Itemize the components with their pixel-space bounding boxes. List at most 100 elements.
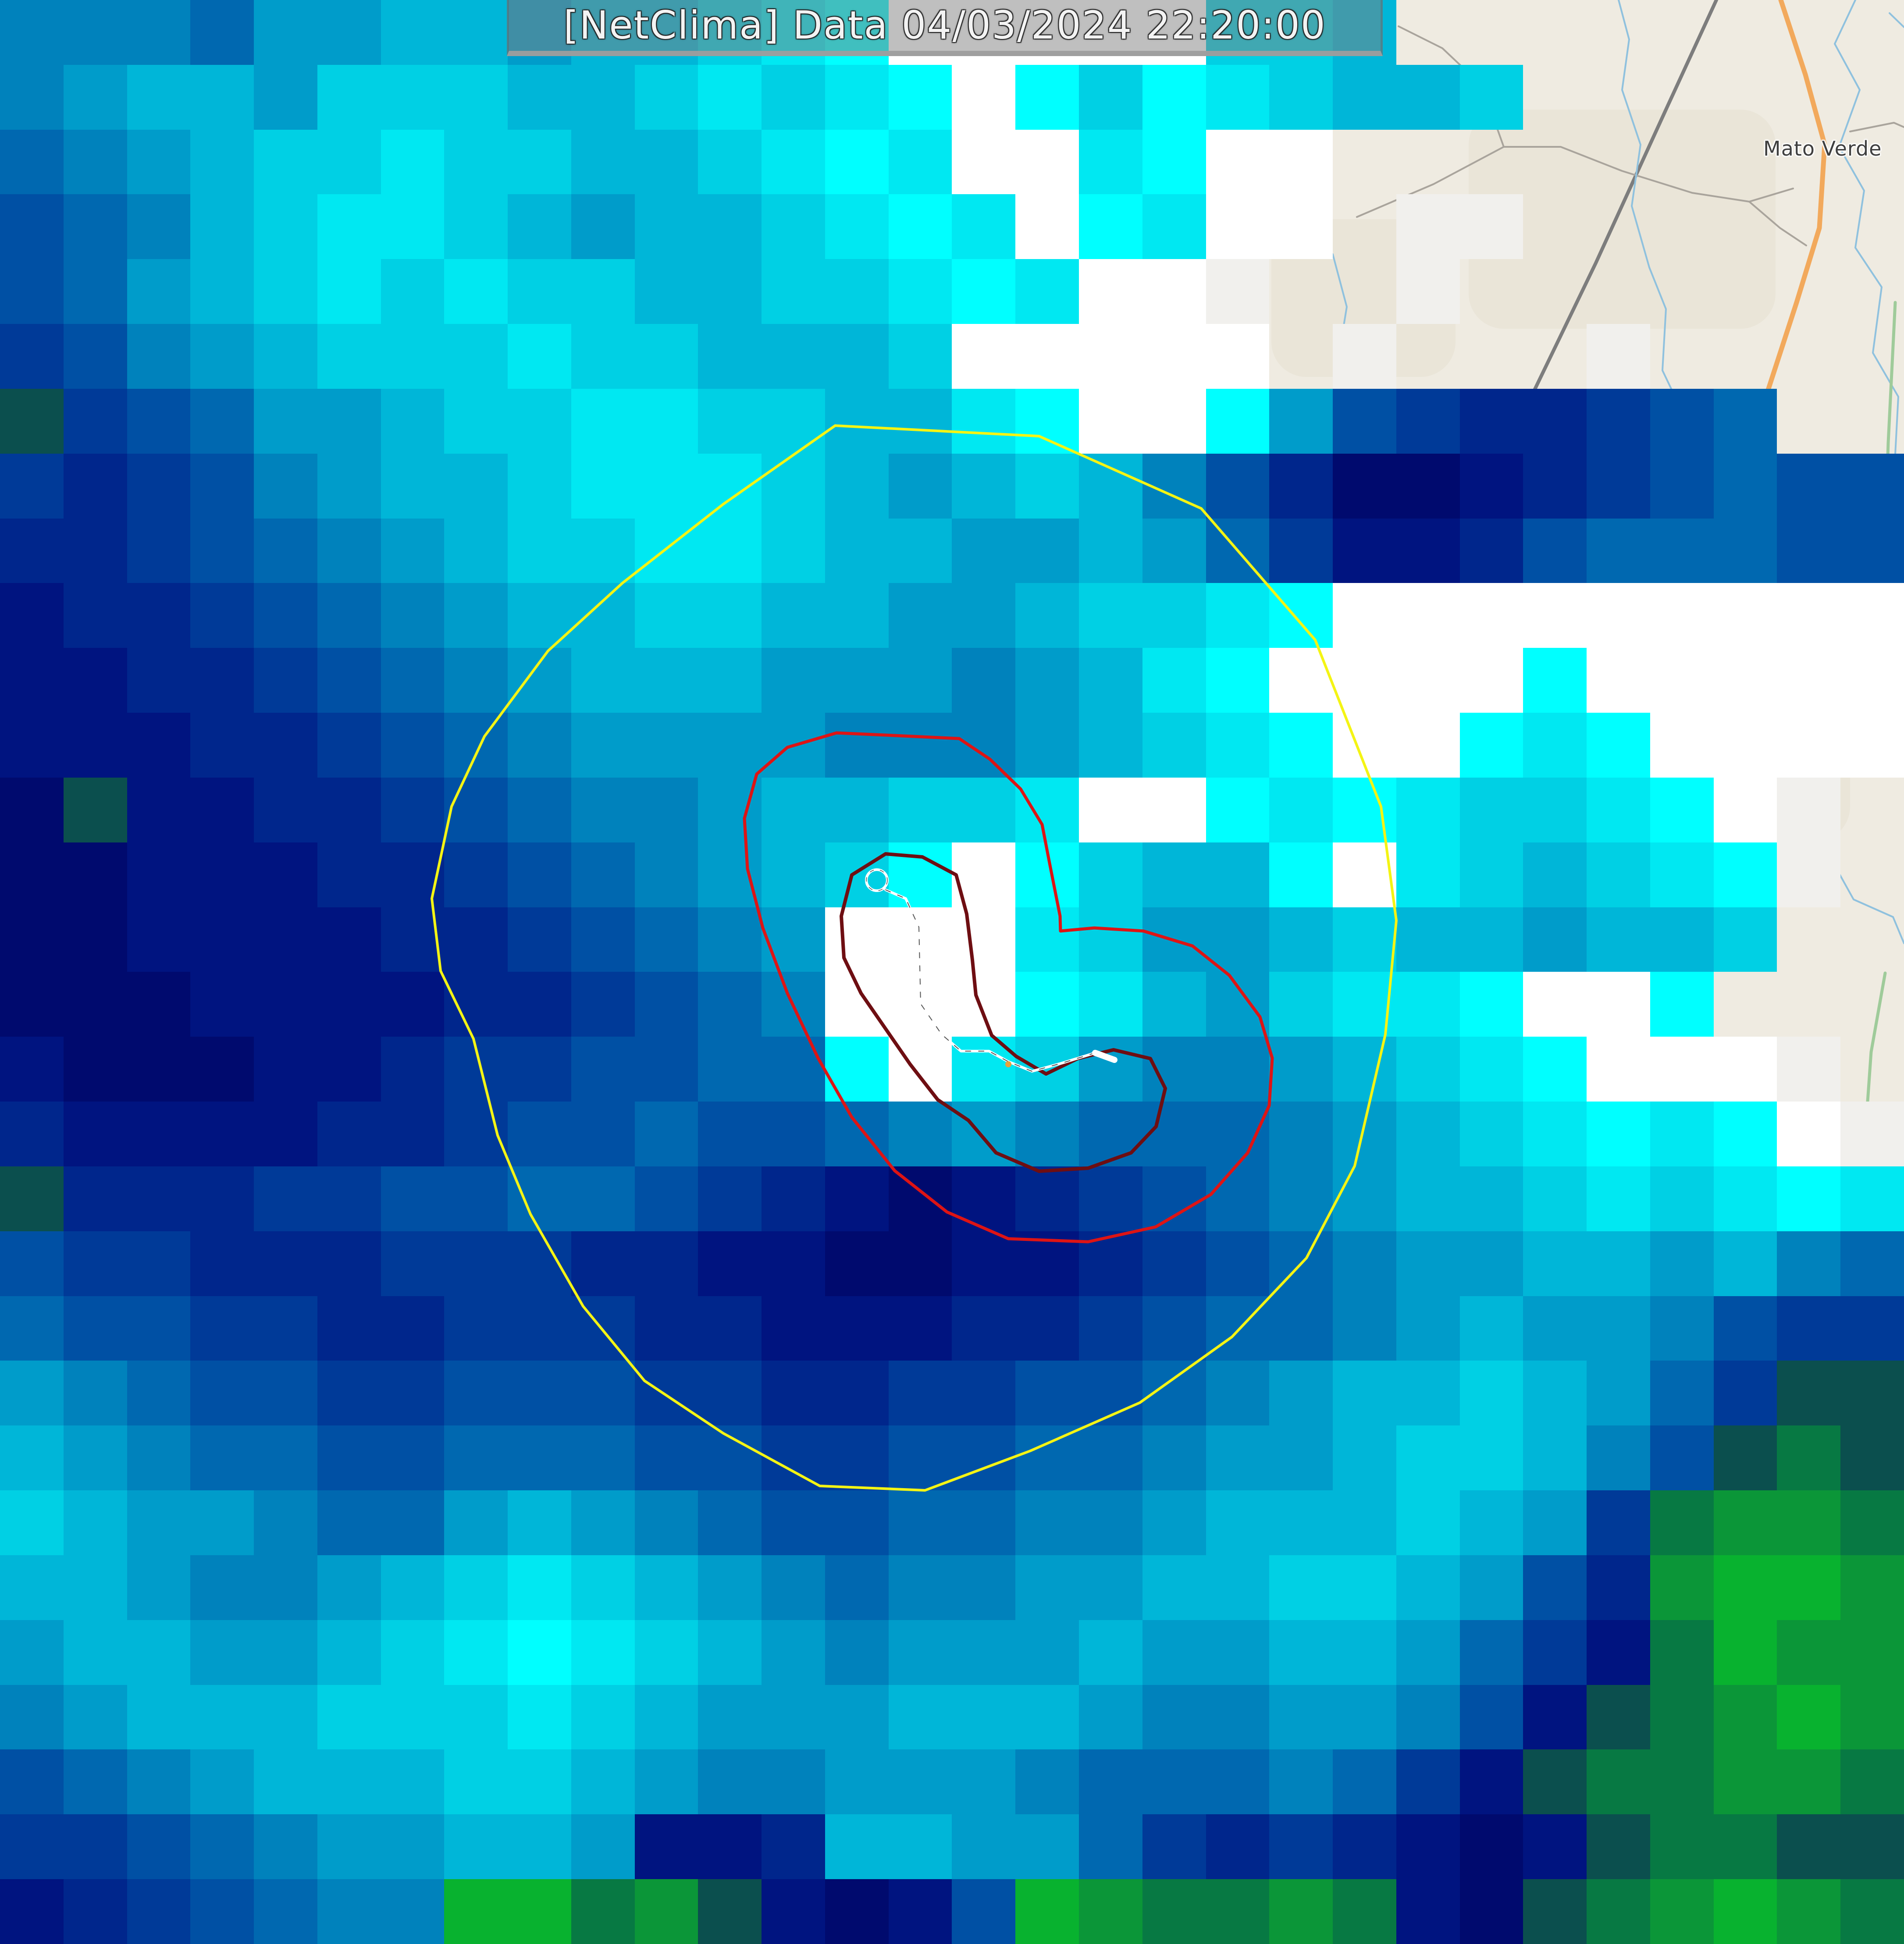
precip-cell [127, 1749, 191, 1815]
precip-cell [1206, 1879, 1270, 1944]
precip-cell [1079, 1879, 1142, 1944]
precip-cell [952, 1685, 1016, 1750]
precip-cell [1523, 1166, 1587, 1231]
precip-cell [63, 1749, 127, 1815]
precip-cell [254, 1620, 317, 1685]
precip-cell [63, 1490, 127, 1555]
precip-cell [1206, 972, 1270, 1037]
precip-cell [444, 648, 508, 713]
precip-cell [952, 1555, 1016, 1620]
precip-cell [1587, 1231, 1650, 1296]
precip-cell [63, 194, 127, 259]
precip-cell [317, 324, 381, 389]
precip-cell [1333, 648, 1396, 713]
precip-cell [381, 1361, 445, 1426]
precip-cell [1079, 1814, 1142, 1880]
precip-cell [63, 324, 127, 389]
precip-cell [1015, 907, 1079, 972]
precip-cell [190, 64, 254, 130]
precip-cell [1015, 324, 1079, 389]
precip-cell [254, 648, 317, 713]
precip-cell [1777, 1879, 1841, 1944]
precip-cell [888, 388, 952, 454]
precip-cell [888, 648, 952, 713]
precip-cell [63, 1231, 127, 1296]
precip-cell [317, 1231, 381, 1296]
precip-cell [1333, 1879, 1396, 1944]
precip-cell [1523, 1361, 1587, 1426]
precip-cell [1269, 1555, 1333, 1620]
precip-cell [888, 777, 952, 842]
precip-cell [508, 1749, 571, 1815]
precip-cell [63, 1425, 127, 1491]
precip-cell [698, 64, 762, 130]
precip-cell [1079, 1296, 1142, 1361]
precip-cell [634, 1231, 698, 1296]
precip-cell [698, 129, 762, 195]
precip-cell [63, 777, 127, 842]
precip-cell [1777, 1685, 1841, 1750]
precip-cell [444, 1620, 508, 1685]
precip-cell [0, 64, 64, 130]
precip-cell [1587, 583, 1650, 648]
precip-cell [1269, 518, 1333, 583]
precip-cell [1333, 1296, 1396, 1361]
precip-cell [63, 129, 127, 195]
precip-cell [1396, 972, 1460, 1037]
precip-cell [825, 907, 889, 972]
precip-cell [317, 1620, 381, 1685]
precip-cell [190, 388, 254, 454]
precip-cell [254, 907, 317, 972]
precip-cell [63, 1296, 127, 1361]
precip-cell [254, 842, 317, 907]
precip-cell [1206, 842, 1270, 907]
minor-roads [1849, 122, 1904, 132]
precip-cell [1396, 518, 1460, 583]
precip-cell [127, 64, 191, 130]
precip-cell [254, 1685, 317, 1750]
precip-cell [1650, 777, 1714, 842]
precip-cell [634, 259, 698, 324]
precip-cell [0, 388, 64, 454]
track-point-marker [1005, 1061, 1011, 1067]
precip-cell [1650, 1037, 1714, 1102]
precip-cell [1015, 1166, 1079, 1231]
precip-cell [317, 1490, 381, 1555]
precip-cell [1206, 777, 1270, 842]
precip-cell [444, 0, 508, 65]
precip-cell [571, 1814, 635, 1880]
precip-cell [888, 1296, 952, 1361]
precip-cell [508, 648, 571, 713]
precip-cell [317, 388, 381, 454]
precip-cell [1079, 1620, 1142, 1685]
precip-cell [0, 1296, 64, 1361]
precip-cell [1015, 1685, 1079, 1750]
precip-cell [952, 1879, 1016, 1944]
precip-cell [381, 1620, 445, 1685]
precip-cell [1840, 1102, 1904, 1166]
precip-cell [1396, 1555, 1460, 1620]
precip-cell [1015, 972, 1079, 1037]
precip-cell [508, 1296, 571, 1361]
precip-cell [1777, 518, 1841, 583]
precip-cell [254, 1490, 317, 1555]
precip-cell [317, 777, 381, 842]
precip-cell [1142, 648, 1206, 713]
precip-cell [1713, 777, 1777, 842]
precip-cell [762, 324, 825, 389]
precip-cell [317, 518, 381, 583]
precip-cell [1269, 388, 1333, 454]
precip-cell [1142, 583, 1206, 648]
precip-cell [762, 259, 825, 324]
precip-cell [1459, 648, 1523, 713]
precip-cell [634, 129, 698, 195]
precip-cell [1523, 1425, 1587, 1491]
precip-cell [762, 388, 825, 454]
precip-cell [888, 1166, 952, 1231]
precip-cell [1650, 1555, 1714, 1620]
precip-cell [1015, 388, 1079, 454]
precip-cell [634, 324, 698, 389]
precip-cell [1396, 1102, 1460, 1166]
precip-cell [1587, 1166, 1650, 1231]
